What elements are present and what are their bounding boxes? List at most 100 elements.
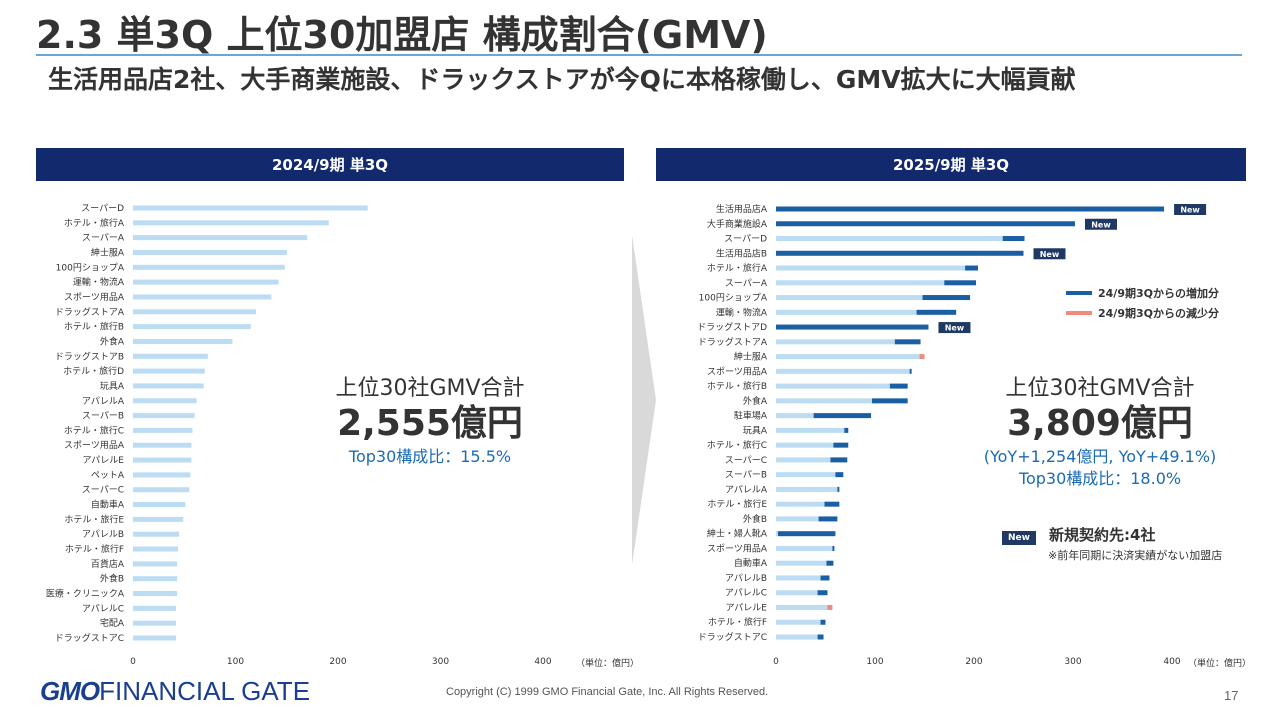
- page-number: 17: [1224, 688, 1239, 703]
- left-chart-bar: [133, 324, 251, 330]
- legend-decrease: 24/9期3Qからの減少分: [1066, 303, 1219, 323]
- right-chart-increase-bar: [894, 339, 921, 345]
- right-chart-increase-bar: [776, 206, 1165, 212]
- right-chart-category-label: ホテル・旅行F: [708, 616, 767, 628]
- left-chart-bar: [133, 457, 192, 463]
- right-chart-increase-bar: [944, 280, 976, 286]
- left-chart-bar: [133, 249, 287, 255]
- right-chart-category-label: 運輸・物流A: [716, 306, 768, 318]
- right-chart-category-label: 駐車場A: [734, 410, 768, 422]
- right-chart-base-bar: [776, 383, 890, 389]
- left-chart-bar: [133, 383, 204, 389]
- left-chart-category-label: 百貨店A: [91, 558, 125, 570]
- right-chart-increase-bar: [818, 516, 838, 522]
- right-chart-category-label: 外食A: [743, 395, 768, 407]
- right-chart-increase-bar: [817, 590, 828, 596]
- right-chart-increase-bar: [824, 501, 840, 507]
- right-chart-category-label: スーパーD: [724, 234, 767, 245]
- right-chart-new-badge: [1174, 204, 1207, 215]
- left-chart-category-label: 100円ショップA: [56, 262, 125, 273]
- right-chart-x-tick-label: 100: [866, 657, 883, 667]
- left-chart-bar: [133, 502, 186, 508]
- left-chart-unit-label: （単位：億円）: [576, 657, 639, 669]
- left-chart-bar: [133, 591, 178, 597]
- right-chart-unit-label: （単位：億円）: [1188, 657, 1251, 669]
- page-title: 2.3 単3Q 上位30加盟店 構成割合(GMV): [36, 13, 768, 57]
- right-chart-category-label: ドラッグストアA: [698, 336, 768, 348]
- copyright-text: Copyright (C) 1999 GMO Financial Gate, I…: [446, 686, 769, 698]
- left-chart-bar: [133, 398, 197, 404]
- left-chart-bar: [133, 576, 178, 582]
- new-badge: New: [1002, 531, 1036, 545]
- right-chart-category-label: スーパーA: [725, 278, 768, 289]
- right-chart-increase-bar: [965, 265, 978, 271]
- left-chart-category-label: アパレルB: [82, 529, 124, 540]
- left-chart-category-label: ホテル・旅行D: [63, 365, 124, 377]
- chart-legend: 24/9期3Qからの増加分 24/9期3Qからの減少分: [1066, 283, 1219, 323]
- left-summary-ratio: Top30構成比：15.5%: [348, 447, 512, 466]
- left-chart-bar: [133, 487, 190, 493]
- left-chart-x-tick-label: 200: [329, 657, 346, 667]
- right-chart-increase-bar: [776, 250, 1024, 256]
- left-chart-bar: [133, 279, 279, 285]
- right-chart-base-bar: [776, 265, 966, 271]
- legend-increase-label: 24/9期3Qからの増加分: [1098, 287, 1219, 300]
- new-contracts-note: New 新規契約先:4社 ※前年同期に決済実績がない加盟店: [1002, 524, 1222, 563]
- right-chart-base-bar: [776, 236, 1003, 242]
- right-chart-base-bar: [776, 339, 895, 345]
- right-chart-category-label: ホテル・旅行E: [707, 498, 767, 510]
- right-chart-base-bar: [776, 531, 778, 537]
- left-chart-category-label: スーパーB: [82, 411, 124, 422]
- right-chart-base-bar: [776, 486, 838, 492]
- left-chart-bar: [133, 546, 179, 552]
- left-chart-category-label: 玩具A: [100, 381, 125, 392]
- right-chart-category-label: 紳士服A: [734, 351, 768, 363]
- right-chart-decrease-bar: [919, 354, 925, 360]
- left-chart-x-tick-label: 100: [227, 657, 244, 667]
- left-chart-category-label: 外食B: [100, 573, 124, 585]
- left-chart-bar: [133, 635, 177, 641]
- right-chart-category-label: 大手商業施設A: [707, 218, 768, 230]
- right-chart-category-label: スーパーB: [725, 470, 767, 481]
- left-chart-category-label: スポーツ用品A: [64, 440, 125, 451]
- right-chart-increase-bar: [820, 575, 830, 581]
- left-chart-x-tick-label: 400: [534, 657, 551, 667]
- right-chart-increase-bar: [777, 531, 836, 537]
- left-chart-category-label: アパレルC: [82, 603, 124, 614]
- right-chart-base-bar: [776, 634, 818, 640]
- left-chart-bar: [133, 205, 368, 211]
- right-chart-base-bar: [776, 590, 818, 596]
- right-chart-base-bar: [776, 457, 831, 463]
- left-chart-category-label: ホテル・旅行E: [64, 513, 124, 525]
- legend-decrease-label: 24/9期3Qからの減少分: [1098, 307, 1219, 320]
- right-chart-increase-bar: [832, 545, 835, 551]
- right-chart-new-badge-text: New: [1040, 250, 1060, 259]
- right-chart-increase-bar: [826, 560, 834, 566]
- right-chart-base-bar: [776, 575, 821, 581]
- left-summary-value: 2,555億円: [337, 403, 523, 444]
- right-chart-base-bar: [776, 472, 836, 478]
- gmo-financial-gate-logo: GMOFINANCIAL GATE: [40, 676, 311, 706]
- right-chart-new-badge-text: New: [945, 324, 965, 333]
- left-chart-category-label: 自動車A: [91, 499, 125, 511]
- right-chart-base-bar: [776, 427, 845, 433]
- right-chart-base-bar: [776, 516, 819, 522]
- right-chart-category-label: 生活用品店B: [716, 247, 767, 259]
- right-chart-increase-bar: [837, 486, 840, 492]
- right-chart-category-label: ホテル・旅行A: [707, 262, 768, 274]
- new-contracts-text: 新規契約先:4社: [1049, 526, 1156, 544]
- right-chart-base-bar: [776, 354, 920, 360]
- right-chart-category-label: ドラッグストアD: [697, 321, 767, 333]
- left-chart-category-label: スーパーA: [82, 233, 125, 244]
- legend-increase: 24/9期3Qからの増加分: [1066, 283, 1219, 303]
- right-chart-base-bar: [776, 368, 910, 374]
- left-chart-category-label: スーパーD: [81, 203, 124, 214]
- left-chart-category-label: スーパーC: [82, 485, 124, 496]
- left-chart-category-label: 医療・クリニックA: [46, 588, 125, 600]
- left-summary: 上位30社GMV合計 2,555億円 Top30構成比：15.5%: [300, 370, 560, 468]
- left-chart-bar: [133, 442, 192, 448]
- left-chart-bar: [133, 605, 177, 611]
- right-chart-base-bar: [776, 309, 917, 315]
- left-chart-bar: [133, 531, 180, 537]
- left-chart-bar: [133, 309, 256, 315]
